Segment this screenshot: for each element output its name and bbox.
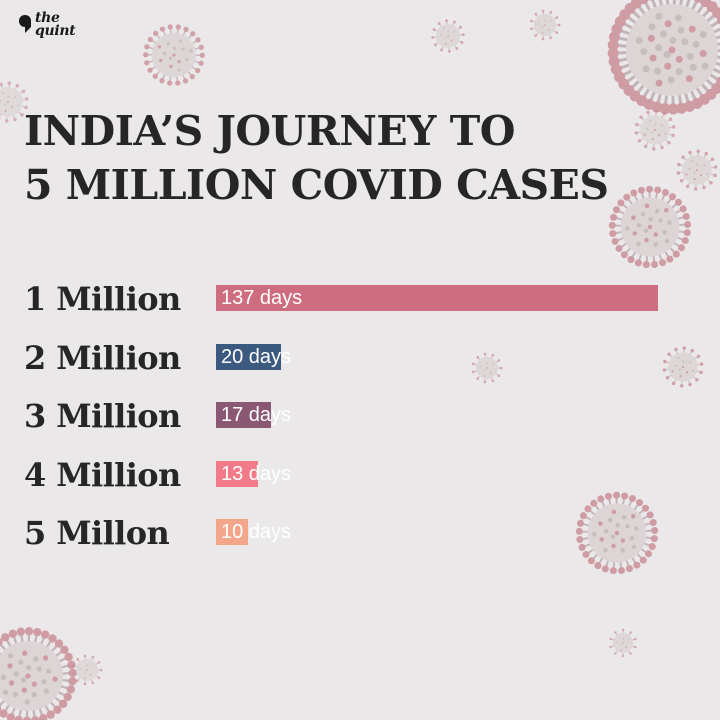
coronavirus-icon: [607, 0, 720, 115]
bar-value-label: 13 days: [221, 462, 292, 485]
coronavirus-icon: [431, 19, 465, 53]
quint-logo-mark-icon: [19, 15, 31, 33]
coronavirus-icon: [143, 24, 205, 86]
coronavirus-icon: [530, 9, 561, 41]
bar-value-label: 17 days: [221, 404, 292, 426]
category-label: 5 Millon: [24, 514, 170, 552]
bar: [216, 519, 248, 545]
coronavirus-icon: [608, 185, 692, 269]
bar: [216, 460, 258, 487]
coronavirus-icon: [72, 654, 103, 686]
coronavirus-icon: [0, 81, 29, 123]
chart-title: INDIA’S JOURNEY TO 5 MILLION COVID CASES: [24, 104, 704, 212]
title-line-2: 5 MILLION COVID CASES: [24, 161, 609, 209]
coronavirus-icon: [575, 491, 659, 575]
category-label: 1 Million: [24, 280, 181, 318]
the-quint-logo: the quint: [18, 10, 76, 39]
bar: [216, 285, 658, 311]
title-line-1: INDIA’S JOURNEY TO: [24, 107, 515, 155]
logo-text: the quint: [35, 10, 76, 39]
category-label: 2 Million: [24, 338, 181, 377]
category-label: 3 Million: [24, 397, 181, 435]
coronavirus-icon: [472, 352, 503, 384]
coronavirus-icon: [676, 149, 718, 191]
bar: [216, 402, 271, 428]
category-label: 4 Million: [24, 455, 181, 494]
coronavirus-icon: [609, 628, 637, 658]
bar-value-label: 20 days: [221, 345, 292, 368]
bar: [216, 343, 281, 370]
coronavirus-icon: [634, 109, 676, 151]
coronavirus-icon: [662, 346, 704, 388]
coronavirus-icon: [0, 626, 77, 720]
bar-value-label: 10 days: [221, 521, 292, 543]
bar-value-label: 137 days: [221, 287, 303, 309]
